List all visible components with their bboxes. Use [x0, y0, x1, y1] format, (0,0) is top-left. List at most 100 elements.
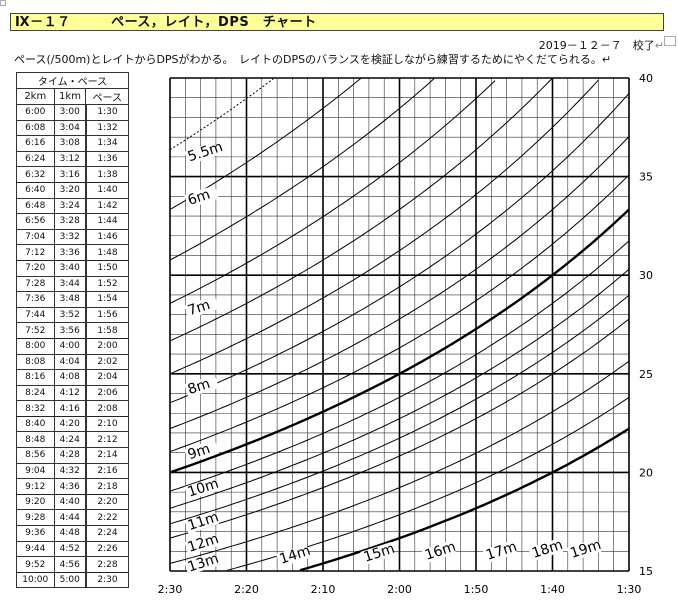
- table-row: 8:40 4:20 2:10: [16, 415, 129, 433]
- cell-pace: 2:24: [84, 525, 129, 542]
- cell-2km: 8:24: [16, 384, 55, 402]
- table-row: 7:36 3:48 1:54: [16, 291, 129, 308]
- cell-pace: 1:36: [84, 150, 129, 168]
- dps-curve: [169, 80, 496, 304]
- table-row: 9:52 4:56 2:28: [16, 556, 129, 573]
- cell-2km: 8:40: [16, 415, 55, 433]
- table-row: 8:16 4:08 2:04: [16, 369, 129, 386]
- dps-label-bg: [184, 141, 219, 166]
- table-row: 9:44 4:52 2:26: [16, 540, 129, 558]
- dps-label-bg: [360, 542, 395, 566]
- cell-2km: 8:00: [16, 337, 55, 355]
- cell-1km: 4:12: [53, 384, 87, 402]
- description: ペース(/500m)とレイトからDPSがわかる。 レイトのDPSのバランスを検証…: [14, 53, 612, 66]
- cell-2km: 8:16: [16, 369, 55, 386]
- table-row: 7:28 3:44 1:52: [16, 275, 129, 293]
- y-tick-label: 40: [639, 72, 653, 85]
- cell-2km: 6:32: [16, 166, 55, 183]
- cell-pace: 2:08: [84, 400, 129, 417]
- dps-curve: [169, 360, 630, 564]
- title-bar: Ⅸ－１７ ペース，レイト，DPS チャート: [10, 13, 664, 31]
- dps-label-bg: [184, 477, 219, 501]
- cell-2km: 8:32: [16, 400, 55, 417]
- table-row: 8:08 4:04 2:02: [16, 353, 129, 371]
- dps-curve: [169, 78, 274, 151]
- chart-tick-labels: 2:30 2:20 2:10 2:00 1:50 1:40 1:30 15 20 25 30 35 40: [158, 72, 653, 596]
- page-title: Ⅸ－１７ ペース，レイト，DPS チャート: [15, 15, 317, 30]
- dps-label-text: 10m: [186, 476, 221, 501]
- cell-2km: 8:48: [16, 431, 55, 449]
- cell-2km: 8:56: [16, 447, 55, 464]
- table-row: 6:56 3:28 1:44: [16, 213, 129, 230]
- x-tick-label: 2:30: [158, 583, 183, 596]
- dps-label: 6m: [184, 185, 219, 209]
- table-row: 8:24 4:12 2:06: [16, 384, 129, 402]
- cell-pace: 1:58: [84, 322, 129, 339]
- table-row: 7:12 3:36 1:48: [16, 244, 129, 261]
- cell-2km: 6:00: [16, 104, 55, 121]
- cell-1km: 3:28: [53, 213, 87, 230]
- cell-1km: 4:52: [53, 540, 87, 558]
- cell-2km: 7:12: [16, 244, 55, 261]
- y-tick-label: 15: [639, 565, 653, 578]
- dps-label-text: 16m: [423, 539, 458, 564]
- dps-label: 16m: [421, 539, 458, 564]
- cell-1km: 4:32: [53, 462, 87, 480]
- table-row: 6:24 3:12 1:36: [16, 150, 129, 168]
- cell-pace: 2:28: [84, 556, 129, 573]
- cell-1km: 4:40: [53, 493, 87, 511]
- cell-pace: 2:06: [84, 384, 129, 402]
- dps-label-text: 7m: [186, 297, 212, 319]
- cell-pace: 1:40: [84, 181, 129, 199]
- cell-1km: 4:44: [53, 509, 87, 527]
- cell-1km: 4:36: [53, 478, 87, 495]
- cell-2km: 9:28: [16, 509, 55, 527]
- cell-pace: 2:22: [84, 509, 129, 527]
- dps-label-bg: [184, 295, 219, 319]
- page-corner-marker: [0, 0, 6, 6]
- cell-1km: 4:16: [53, 400, 87, 417]
- x-tick-label: 1:30: [617, 583, 642, 596]
- dps-label: 10m: [184, 476, 221, 501]
- chart-major-grid: [169, 77, 630, 572]
- table-row: 8:48 4:24 2:12: [16, 431, 129, 449]
- table-row: 10:00 5:00 2:30: [16, 571, 129, 589]
- cell-2km: 9:12: [16, 478, 55, 495]
- dps-label-text: 5.5m: [186, 139, 225, 165]
- table-row: 6:16 3:08 1:34: [16, 135, 129, 152]
- cell-2km: 6:40: [16, 181, 55, 199]
- cell-1km: 3:36: [53, 244, 87, 261]
- cell-2km: 9:52: [16, 556, 55, 573]
- cell-2km: 6:56: [16, 213, 55, 230]
- table-row: 8:32 4:16 2:08: [16, 400, 129, 417]
- dps-label-text: 8m: [186, 376, 212, 398]
- cell-1km: 5:00: [53, 571, 87, 589]
- y-tick-label: 35: [639, 171, 653, 184]
- table-row: 9:36 4:48 2:24: [16, 525, 129, 542]
- column-header-2km: 2km: [16, 88, 55, 105]
- y-tick-label: 30: [639, 269, 653, 282]
- cell-1km: 4:48: [53, 525, 87, 542]
- cell-1km: 3:00: [53, 104, 87, 121]
- dps-label-text: 17m: [484, 539, 519, 564]
- x-tick-label: 1:40: [540, 583, 565, 596]
- dps-label: 14m: [275, 543, 312, 568]
- dps-curve: [169, 268, 630, 509]
- dps-label-bg: [184, 439, 219, 463]
- cell-pace: 1:42: [84, 197, 129, 215]
- cell-pace: 1:32: [84, 119, 129, 137]
- dps-label: 9m: [184, 439, 219, 463]
- dps-label-text: 18m: [530, 537, 565, 562]
- table-row: 9:28 4:44 2:22: [16, 509, 129, 527]
- cell-1km: 4:20: [53, 415, 87, 433]
- cell-2km: 6:24: [16, 150, 55, 168]
- dps-label-text: 19m: [568, 537, 603, 562]
- cell-pace: 1:48: [84, 244, 129, 261]
- pace-table: タイム・ペース 2km 1km ペース 6:00 3:00 1:30 6:08 3:04…: [16, 72, 129, 589]
- table-row: 8:00 4:00 2:00: [16, 337, 129, 355]
- column-header-1km: 1km: [53, 88, 87, 105]
- dps-curve: [169, 136, 630, 430]
- dps-label: 18m: [528, 537, 565, 562]
- cell-1km: 4:56: [53, 556, 87, 573]
- table-row: 7:04 3:32 1:46: [16, 228, 129, 246]
